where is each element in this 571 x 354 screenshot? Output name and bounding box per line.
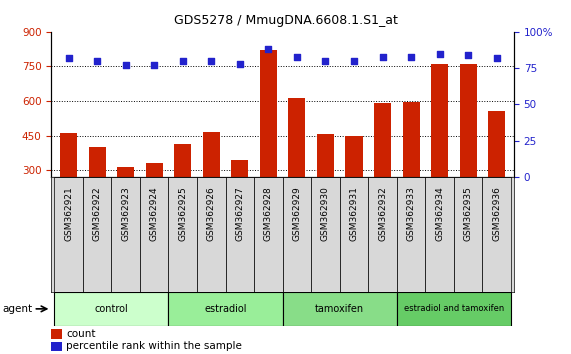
Bar	[397, 292, 511, 326]
Point	[321, 58, 330, 64]
Bar	[260, 50, 277, 239]
Bar	[197, 177, 226, 292]
Text: GDS5278 / MmugDNA.6608.1.S1_at: GDS5278 / MmugDNA.6608.1.S1_at	[174, 14, 397, 27]
Point	[292, 54, 301, 59]
Bar	[488, 112, 505, 239]
Point	[492, 55, 501, 61]
Point	[64, 55, 73, 61]
Point	[150, 62, 159, 68]
Bar	[54, 177, 83, 292]
Text: agent: agent	[3, 304, 33, 314]
Point	[349, 58, 359, 64]
Text: GSM362925: GSM362925	[178, 186, 187, 241]
Bar	[368, 177, 397, 292]
Text: control: control	[94, 304, 128, 314]
Bar	[431, 64, 448, 239]
Bar	[203, 132, 220, 239]
Text: GSM362926: GSM362926	[207, 186, 216, 241]
Point	[121, 62, 130, 68]
Text: tamoxifen: tamoxifen	[315, 304, 364, 314]
Bar	[482, 177, 511, 292]
Bar	[288, 97, 305, 239]
Text: GSM362935: GSM362935	[464, 186, 473, 241]
Bar	[51, 342, 62, 351]
Bar	[89, 147, 106, 239]
Bar	[111, 177, 140, 292]
Text: GSM362932: GSM362932	[378, 186, 387, 241]
Bar	[460, 64, 477, 239]
Bar	[54, 292, 168, 326]
Point	[93, 58, 102, 64]
Text: GSM362936: GSM362936	[492, 186, 501, 241]
Bar	[397, 177, 425, 292]
Bar	[283, 177, 311, 292]
Bar	[425, 177, 454, 292]
Bar	[317, 135, 334, 239]
Point	[407, 54, 416, 59]
Bar	[51, 329, 62, 338]
Bar	[60, 133, 77, 239]
Bar	[374, 103, 391, 239]
Text: GSM362929: GSM362929	[292, 186, 301, 241]
Bar	[403, 102, 420, 239]
Text: estradiol and tamoxifen: estradiol and tamoxifen	[404, 304, 504, 313]
Bar	[454, 177, 482, 292]
Bar	[311, 177, 340, 292]
Bar	[340, 177, 368, 292]
Bar	[146, 163, 163, 239]
Text: estradiol: estradiol	[204, 304, 247, 314]
Text: GSM362934: GSM362934	[435, 186, 444, 241]
Text: GSM362930: GSM362930	[321, 186, 330, 241]
Bar	[254, 177, 283, 292]
Point	[435, 51, 444, 57]
Bar	[140, 177, 168, 292]
Text: GSM362931: GSM362931	[349, 186, 359, 241]
Point	[378, 54, 387, 59]
Point	[264, 46, 273, 52]
Bar	[83, 177, 111, 292]
Point	[178, 58, 187, 64]
Text: GSM362921: GSM362921	[64, 186, 73, 241]
Bar	[345, 136, 363, 239]
Text: GSM362933: GSM362933	[407, 186, 416, 241]
Point	[207, 58, 216, 64]
Bar	[283, 292, 397, 326]
Text: count: count	[66, 329, 96, 339]
Text: GSM362927: GSM362927	[235, 186, 244, 241]
Bar	[226, 177, 254, 292]
Point	[464, 52, 473, 58]
Bar	[174, 144, 191, 239]
Point	[235, 61, 244, 67]
Text: GSM362923: GSM362923	[121, 186, 130, 241]
Text: GSM362928: GSM362928	[264, 186, 273, 241]
Bar	[168, 177, 197, 292]
Text: percentile rank within the sample: percentile rank within the sample	[66, 341, 242, 351]
Text: GSM362924: GSM362924	[150, 186, 159, 241]
Text: GSM362922: GSM362922	[93, 186, 102, 241]
Bar	[231, 160, 248, 239]
Bar	[168, 292, 283, 326]
Bar	[117, 167, 134, 239]
